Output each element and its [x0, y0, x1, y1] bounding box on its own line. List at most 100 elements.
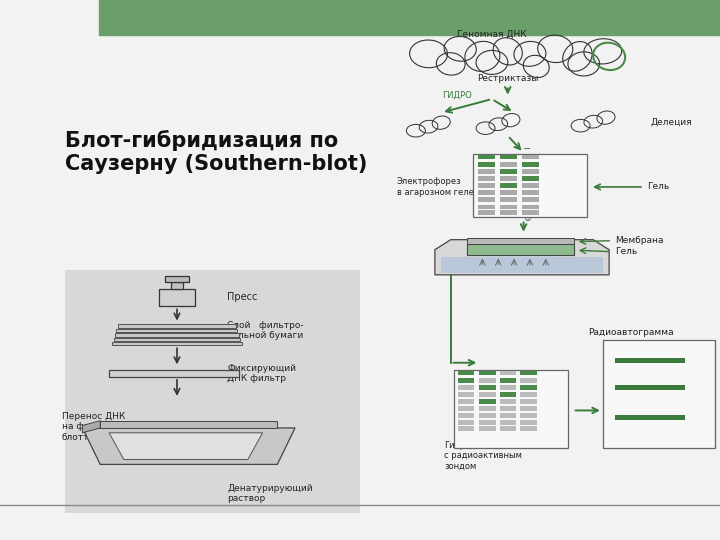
Bar: [521, 426, 537, 430]
Bar: [458, 386, 474, 390]
Bar: [500, 191, 517, 195]
Text: Гель: Гель: [647, 183, 670, 192]
Bar: [500, 371, 516, 375]
Polygon shape: [100, 421, 277, 428]
Bar: [521, 393, 537, 397]
Text: Рестриктазы: Рестриктазы: [477, 75, 539, 84]
Bar: [616, 415, 685, 421]
Bar: [522, 177, 539, 181]
Bar: [522, 205, 539, 209]
Bar: [500, 170, 517, 174]
Text: ⊕: ⊕: [523, 213, 531, 223]
Text: Радиоавтограмма: Радиоавтограмма: [588, 328, 674, 337]
Polygon shape: [109, 433, 263, 460]
Bar: [477, 210, 495, 214]
Bar: [521, 371, 537, 375]
Bar: [159, 289, 194, 306]
Text: Делеция: Делеция: [650, 117, 692, 126]
Bar: [521, 414, 537, 418]
Bar: [480, 414, 495, 418]
Bar: [112, 342, 242, 346]
Bar: [480, 393, 495, 397]
Bar: [467, 238, 575, 244]
Bar: [480, 400, 495, 404]
Bar: [521, 421, 537, 425]
Bar: [118, 325, 236, 328]
Bar: [521, 400, 537, 404]
Text: Агарозный
гель: Агарозный гель: [228, 428, 279, 447]
Bar: [99, 0, 720, 35]
Bar: [477, 191, 495, 195]
Bar: [458, 393, 474, 397]
Bar: [500, 393, 516, 397]
Bar: [477, 184, 495, 188]
Bar: [467, 244, 575, 255]
Bar: [500, 400, 516, 404]
Polygon shape: [83, 428, 295, 464]
Bar: [522, 210, 539, 214]
Bar: [500, 379, 516, 383]
Bar: [109, 369, 239, 377]
Bar: [480, 386, 495, 390]
Bar: [115, 333, 239, 336]
Bar: [500, 421, 516, 425]
Bar: [114, 338, 240, 341]
Bar: [458, 414, 474, 418]
Bar: [458, 400, 474, 404]
Bar: [477, 205, 495, 209]
Bar: [500, 177, 517, 181]
Bar: [522, 184, 539, 188]
Polygon shape: [441, 257, 603, 273]
Bar: [480, 426, 495, 430]
Text: Перенос ДНК
на фильтр
блоттинг: Перенос ДНК на фильтр блоттинг: [62, 412, 125, 442]
Text: Гибридизация
с радиоактивным
зондом: Гибридизация с радиоактивным зондом: [444, 441, 522, 470]
Bar: [500, 198, 517, 202]
Bar: [616, 357, 685, 363]
Text: Слой   фильтро-
вальной бумаги: Слой фильтро- вальной бумаги: [228, 321, 304, 340]
Text: −: −: [523, 144, 531, 154]
Bar: [458, 371, 474, 375]
Bar: [500, 414, 516, 418]
Bar: [458, 379, 474, 383]
Bar: [477, 155, 495, 159]
Bar: [477, 170, 495, 174]
Bar: [458, 426, 474, 430]
Bar: [477, 163, 495, 167]
Bar: [500, 184, 517, 188]
Bar: [522, 163, 539, 167]
Polygon shape: [83, 421, 100, 433]
Bar: [521, 407, 537, 411]
Bar: [454, 370, 568, 448]
Bar: [165, 276, 189, 282]
Bar: [500, 205, 517, 209]
Bar: [458, 421, 474, 425]
Bar: [616, 386, 685, 390]
Bar: [477, 177, 495, 181]
Bar: [480, 371, 495, 375]
Text: Мембрана: Мембрана: [616, 236, 664, 245]
Bar: [65, 270, 360, 513]
Polygon shape: [435, 240, 609, 275]
Bar: [480, 379, 495, 383]
Bar: [522, 198, 539, 202]
Bar: [603, 340, 715, 448]
Bar: [500, 407, 516, 411]
Bar: [500, 155, 517, 159]
Bar: [480, 407, 495, 411]
Text: Гель: Гель: [616, 247, 638, 256]
Bar: [477, 198, 495, 202]
Bar: [500, 426, 516, 430]
Text: Денатурирующий
раствор: Денатурирующий раствор: [228, 484, 312, 503]
Bar: [522, 170, 539, 174]
Bar: [480, 421, 495, 425]
Bar: [500, 386, 516, 390]
Bar: [473, 154, 587, 217]
Text: Пресс: Пресс: [228, 292, 258, 302]
Text: Электрофорез
в агарозном геле: Электрофорез в агарозном геле: [397, 177, 474, 197]
Bar: [500, 210, 517, 214]
Bar: [522, 155, 539, 159]
Bar: [500, 163, 517, 167]
Text: Фиксирующий
ДНК фильтр: Фиксирующий ДНК фильтр: [228, 363, 296, 383]
Bar: [521, 379, 537, 383]
Bar: [117, 329, 238, 332]
